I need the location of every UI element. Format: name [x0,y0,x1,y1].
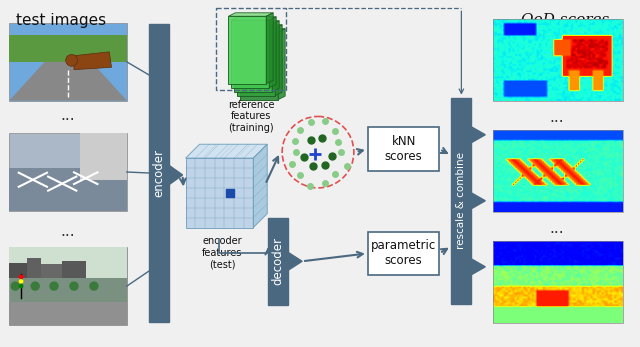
FancyBboxPatch shape [10,247,127,325]
Circle shape [69,281,79,291]
Circle shape [31,281,40,291]
Text: ...: ... [61,108,76,123]
FancyBboxPatch shape [41,264,62,278]
Polygon shape [237,28,275,96]
Circle shape [10,281,20,291]
Text: parametric
scores: parametric scores [371,239,436,267]
FancyBboxPatch shape [10,263,27,278]
FancyBboxPatch shape [10,133,127,211]
Polygon shape [237,25,282,28]
Polygon shape [241,32,278,100]
FancyBboxPatch shape [368,231,440,275]
Polygon shape [288,252,302,270]
Circle shape [66,54,77,66]
Text: ...: ... [61,224,76,239]
Polygon shape [10,62,127,101]
Polygon shape [278,29,285,100]
Text: test images: test images [16,13,106,28]
Polygon shape [234,21,279,24]
Polygon shape [272,21,279,92]
Polygon shape [241,29,285,32]
FancyBboxPatch shape [10,168,127,211]
FancyBboxPatch shape [10,247,127,278]
Polygon shape [266,13,273,84]
Polygon shape [228,16,266,84]
Polygon shape [275,25,282,96]
FancyBboxPatch shape [27,258,41,278]
Polygon shape [232,17,276,20]
FancyBboxPatch shape [268,218,288,305]
FancyBboxPatch shape [10,23,127,101]
Circle shape [19,274,24,279]
FancyBboxPatch shape [148,24,169,322]
Text: ...: ... [550,110,564,125]
Text: ...: ... [550,221,564,236]
Polygon shape [186,144,268,158]
FancyBboxPatch shape [80,133,127,180]
Text: reference
features
(training): reference features (training) [228,100,275,133]
FancyBboxPatch shape [10,302,127,325]
Polygon shape [169,165,182,185]
Circle shape [19,284,24,288]
FancyBboxPatch shape [10,35,127,62]
Polygon shape [228,13,273,16]
Text: OoD scores: OoD scores [521,13,609,27]
FancyBboxPatch shape [368,127,440,171]
Polygon shape [186,158,253,228]
Circle shape [49,281,59,291]
Polygon shape [269,17,276,88]
Polygon shape [471,259,485,275]
Polygon shape [232,20,269,88]
Text: decoder: decoder [272,237,285,285]
Circle shape [89,281,99,291]
Text: rescale & combine: rescale & combine [456,152,467,249]
FancyBboxPatch shape [62,261,86,278]
Circle shape [19,279,24,284]
Polygon shape [471,193,485,209]
Polygon shape [234,24,272,92]
Text: encoder
features
(test): encoder features (test) [202,237,243,270]
Polygon shape [471,127,485,143]
FancyBboxPatch shape [451,98,471,304]
Text: encoder: encoder [152,149,165,197]
Text: kNN
scores: kNN scores [385,135,422,163]
Polygon shape [74,52,111,70]
Polygon shape [253,144,268,228]
